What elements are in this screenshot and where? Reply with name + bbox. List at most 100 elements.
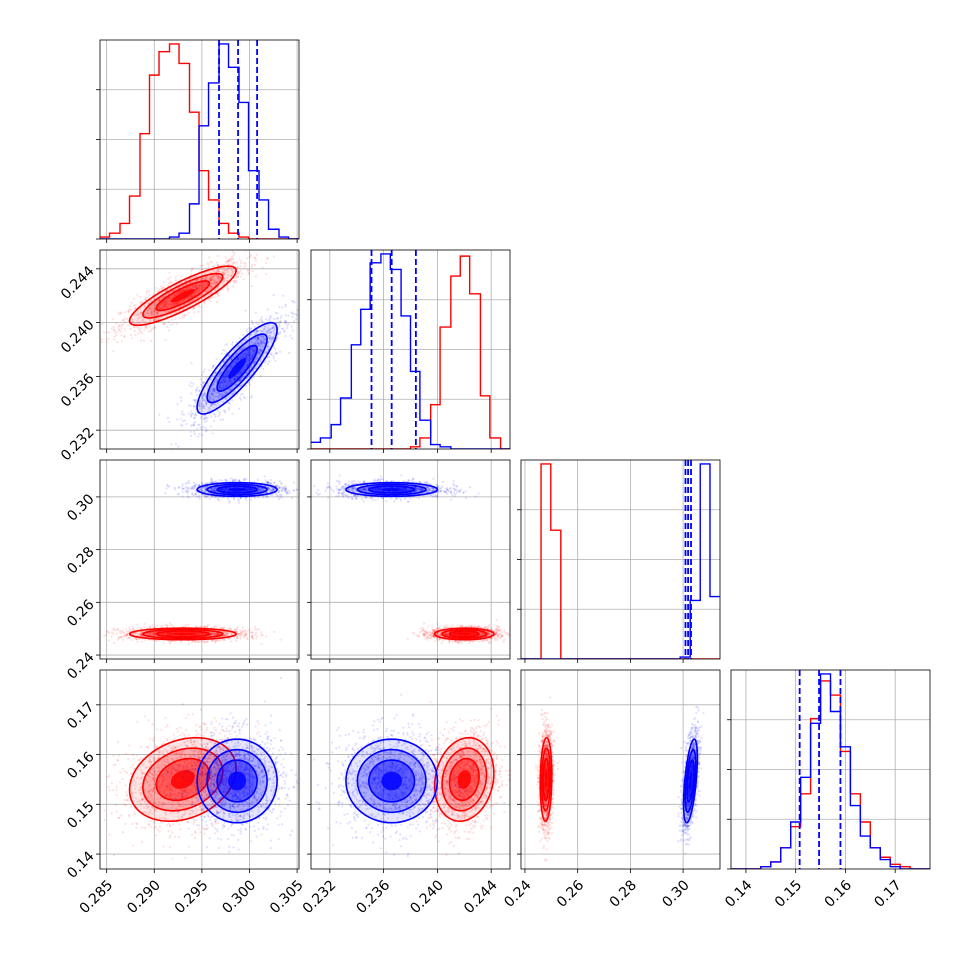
scatter-point [130,334,132,336]
scatter-point [156,625,158,627]
scatter-point [255,275,257,277]
scatter-point [164,339,166,341]
scatter-point [187,495,189,497]
scatter-point [120,636,122,638]
scatter-point [245,499,247,501]
scatter-point [228,407,230,409]
scatter-point [295,313,297,315]
scatter-point [197,435,199,437]
scatter-point [264,475,266,477]
scatter-point [180,275,182,277]
scatter-point [200,426,202,428]
scatter-point [208,369,210,371]
scatter-point [163,286,165,288]
scatter-point [169,276,171,278]
scatter-point [167,278,169,280]
scatter-point [289,492,291,494]
scatter-point [185,486,187,488]
scatter-point [168,321,170,323]
scatter-point [251,321,253,323]
scatter-point [208,256,210,258]
scatter-point [247,269,249,271]
scatter-point [251,636,253,638]
scatter-point [127,324,129,326]
scatter-point [211,261,213,263]
scatter-point [286,327,288,329]
scatter-point [267,363,269,365]
scatter-point [118,328,120,330]
scatter-point [194,417,196,419]
scatter-point [213,364,215,366]
scatter-point [133,628,135,630]
scatter-point [205,430,207,432]
scatter-point [155,287,157,289]
y-ticks [96,90,100,239]
scatter-point [171,319,173,321]
scatter-point [302,307,304,309]
scatter-point [293,300,295,302]
scatter-point [239,635,241,637]
scatter-point [211,367,213,369]
scatter-point [190,273,192,275]
scatter-point [287,315,289,317]
scatter-point [293,320,295,322]
scatter-point [266,258,268,260]
scatter-point [158,414,160,416]
scatter-point [172,323,174,325]
scatter-point [248,327,250,329]
scatter-point [184,314,186,316]
scatter-point [160,285,162,287]
scatter-point [168,272,170,274]
scatter-point [101,323,103,325]
scatter-point [154,326,156,328]
scatter-point [281,306,283,308]
scatter-point [146,292,148,294]
scatter-point [113,331,115,333]
scatter-point [273,357,275,359]
scatter-point [176,418,178,420]
scatter-point [121,327,123,329]
scatter-point [217,255,219,257]
scatter-point [204,421,206,423]
scatter-point [182,420,184,422]
scatter-point [113,338,115,340]
scatter-point [249,255,251,257]
scatter-point [224,410,226,412]
scatter-point [211,640,213,642]
scatter-point [260,318,262,320]
scatter-point [166,326,168,328]
scatter-point [244,629,246,631]
scatter-point [175,443,177,445]
scatter-point [251,285,253,287]
scatter-point [217,264,219,266]
scatter-point [216,261,218,263]
scatter-point [198,390,200,392]
scatter-point [119,632,121,634]
scatter-point [230,258,232,260]
scatter-point [176,323,178,325]
scatter-point [170,624,172,626]
scatter-point [116,628,118,630]
scatter-point [243,278,245,280]
scatter-point [168,485,170,487]
scatter-point [280,639,282,641]
scatter-point [190,405,192,407]
scatter-point [136,623,138,625]
scatter-point [130,309,132,311]
scatter-point [190,435,192,437]
scatter-point [238,337,240,339]
scatter-point [313,636,315,638]
scatter-point [144,623,146,625]
scatter-point [141,332,143,334]
scatter-point [146,290,148,292]
scatter-point [212,297,214,299]
scatter-point [201,415,203,417]
scatter-point [240,265,242,267]
scatter-point [245,265,247,267]
scatter-point [291,316,293,318]
scatter-point [245,385,247,387]
scatter-point [141,641,143,643]
scatter-point [122,323,124,325]
scatter-point [224,639,226,641]
